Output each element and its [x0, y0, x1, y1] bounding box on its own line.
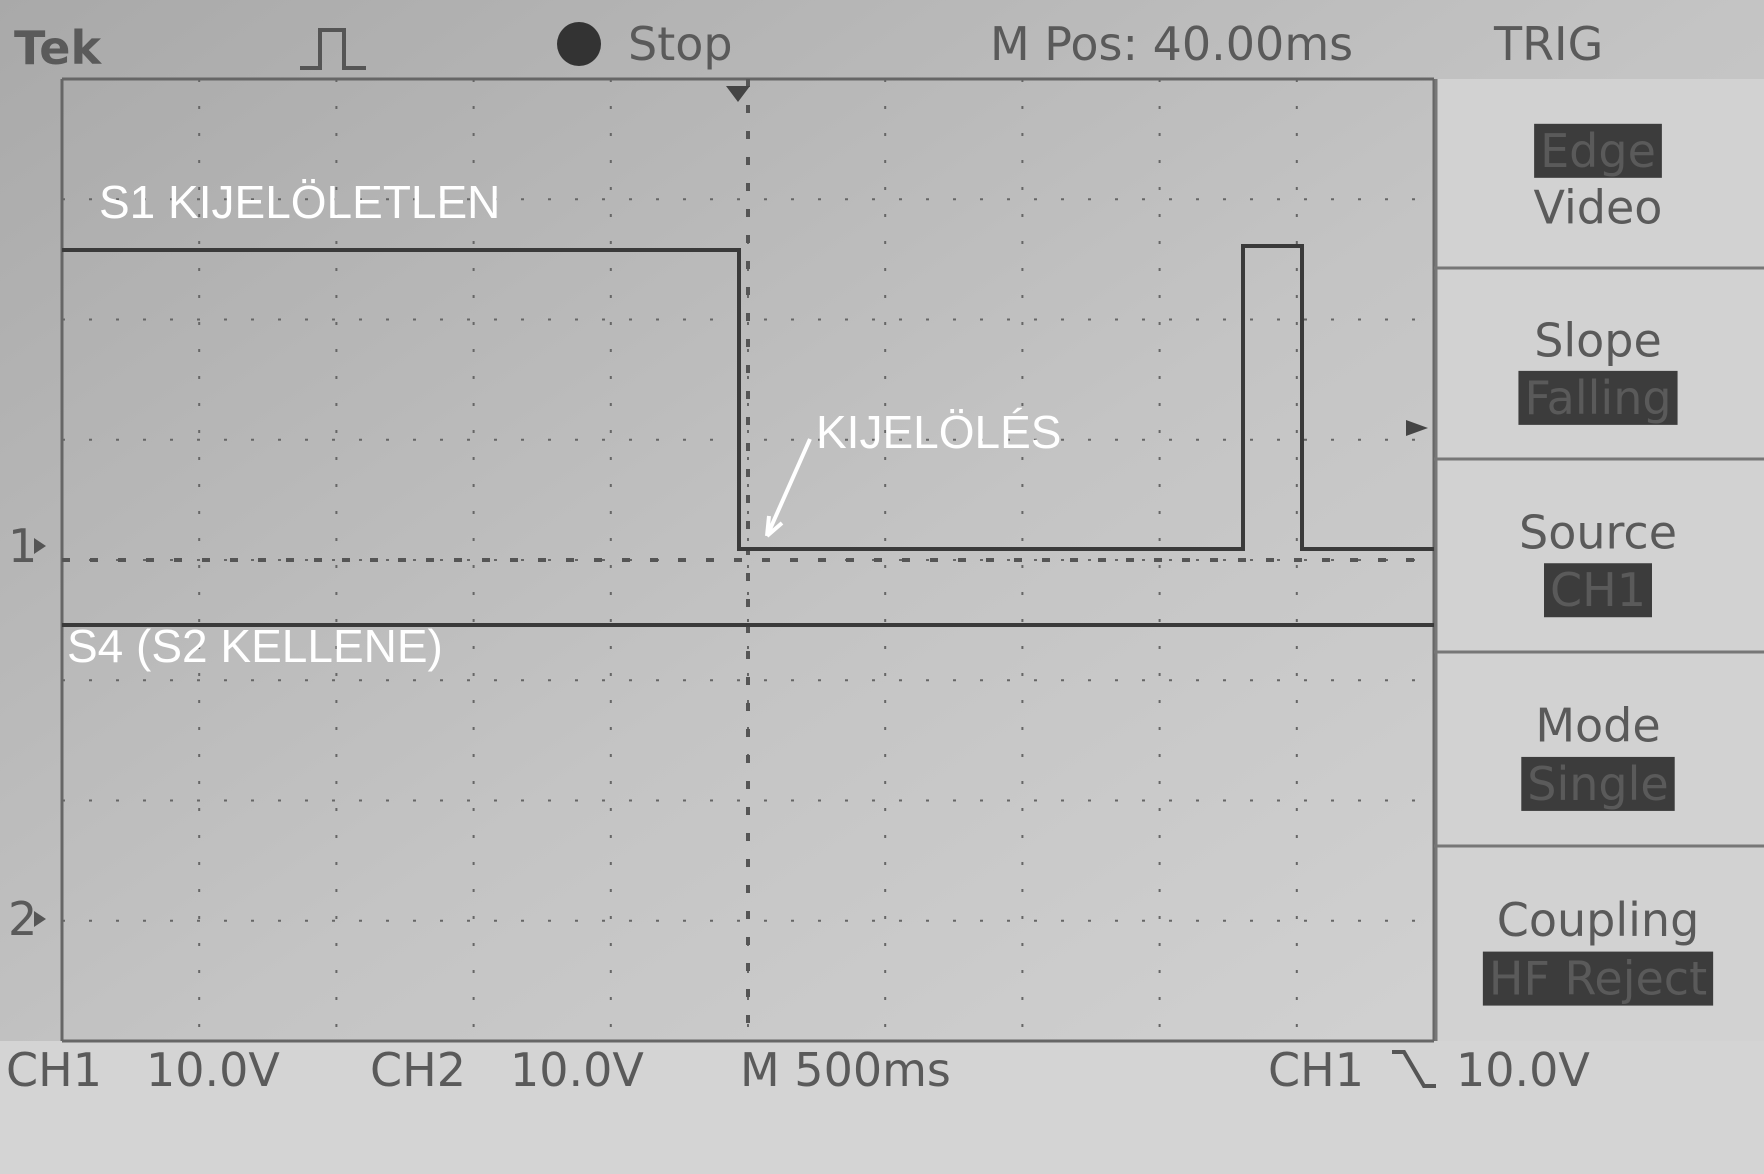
annotation-arrow [765, 438, 812, 538]
menu-highlight [1518, 370, 1678, 425]
level-marker [1406, 420, 1428, 436]
menu-highlight [1521, 756, 1675, 811]
menu-highlight [1544, 563, 1652, 618]
menu-highlight [1482, 951, 1714, 1006]
menu-label: Mode [1535, 699, 1660, 753]
annotation: KIJELÖLÉS [816, 406, 1061, 458]
footer-readout: M 500ms [740, 1043, 951, 1097]
ch1-trace [62, 244, 1434, 551]
menu-option-selected: HF Reject [1489, 952, 1707, 1006]
channel-arrow [34, 538, 46, 554]
channel-marker: 1 [8, 519, 37, 573]
channel-marker: 2 [8, 892, 37, 946]
slope-icon [1392, 1050, 1436, 1088]
footer-readout: CH1 [6, 1043, 102, 1097]
menu-option-selected: CH1 [1550, 563, 1646, 617]
menu-panel [1434, 79, 1764, 1041]
footer-readout: 10.0V [1456, 1043, 1590, 1097]
menu-label: Source [1519, 505, 1677, 559]
footer-bar [0, 1041, 1764, 1174]
brand: Tek [14, 21, 102, 75]
footer-readout: CH1 [1268, 1043, 1364, 1097]
menu-option-selected: Falling [1524, 371, 1671, 425]
footer-readout: 10.0V [510, 1043, 644, 1097]
horizontal-position: M Pos: 40.00ms [990, 17, 1353, 71]
menu-label: Coupling [1497, 893, 1700, 947]
menu-highlight [1534, 123, 1662, 178]
footer-readout: CH2 [370, 1043, 466, 1097]
footer-readout: 10.0V [146, 1043, 280, 1097]
annotation: S1 KIJELÖLETLEN [99, 176, 500, 228]
menu-option-selected: Single [1527, 757, 1668, 811]
channel-arrow [34, 911, 46, 927]
menu-label: Video [1534, 181, 1663, 235]
trigger-marker [726, 86, 750, 102]
menu-label: Slope [1534, 314, 1662, 368]
annotation: S4 (S2 KELLENE) [67, 620, 443, 672]
stop-icon [557, 22, 601, 66]
run-state: Stop [628, 17, 733, 71]
menu-title: TRIG [1493, 17, 1603, 71]
menu-option-selected: Edge [1540, 124, 1656, 178]
acq-icon [300, 28, 366, 70]
